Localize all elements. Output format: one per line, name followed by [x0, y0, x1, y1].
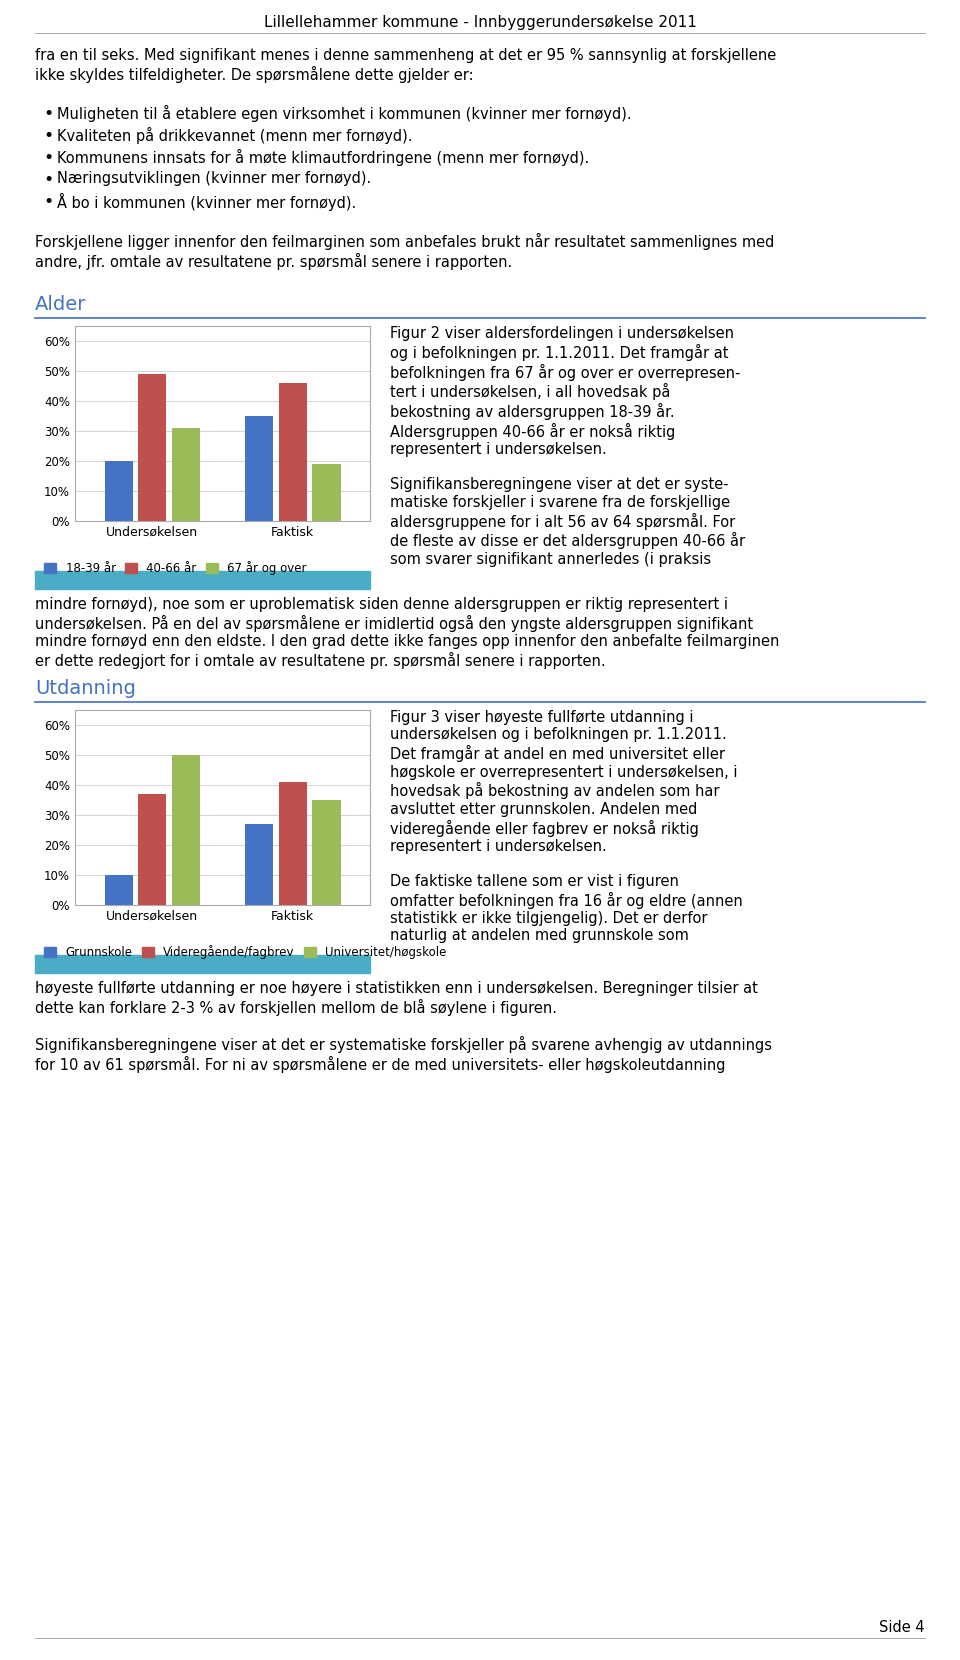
- Bar: [278, 782, 307, 905]
- Text: fra en til seks. Med signifikant menes i denne sammenheng at det er 95 % sannsyn: fra en til seks. Med signifikant menes i…: [35, 48, 777, 83]
- Bar: [105, 461, 132, 521]
- Bar: [245, 823, 273, 905]
- Text: •: •: [43, 149, 53, 168]
- Text: Figur 2. Aldersfordeling: Figur 2. Aldersfordeling: [41, 573, 199, 586]
- Text: Alder: Alder: [35, 295, 86, 314]
- Text: Kvaliteten på drikkevannet (menn mer fornøyd).: Kvaliteten på drikkevannet (menn mer for…: [57, 128, 413, 144]
- Bar: [105, 875, 132, 905]
- Text: •: •: [43, 128, 53, 144]
- Bar: [278, 383, 307, 521]
- Bar: [312, 465, 341, 521]
- Text: •: •: [43, 105, 53, 123]
- Bar: [172, 755, 200, 905]
- Bar: [35, 571, 370, 589]
- Text: Forskjellene ligger innenfor den feilmarginen som anbefales brukt når resultatet: Forskjellene ligger innenfor den feilmar…: [35, 232, 775, 271]
- Text: •: •: [43, 171, 53, 189]
- Text: høyeste fullførte utdanning er noe høyere i statistikken enn i undersøkelsen. Be: høyeste fullførte utdanning er noe høyer…: [35, 981, 772, 1072]
- Text: Muligheten til å etablere egen virksomhet i kommunen (kvinner mer fornøyd).: Muligheten til å etablere egen virksomhe…: [57, 105, 632, 123]
- Text: Å bo i kommunen (kvinner mer fornøyd).: Å bo i kommunen (kvinner mer fornøyd).: [57, 193, 356, 211]
- Legend: Grunnskole, Videregående/fagbrev, Universitet/høgskole: Grunnskole, Videregående/fagbrev, Univer…: [39, 940, 451, 963]
- Text: Figur 2 viser aldersfordelingen i undersøkelsen
og i befolkningen pr. 1.1.2011. : Figur 2 viser aldersfordelingen i unders…: [390, 325, 745, 566]
- Text: Figur 3 viser høyeste fullførte utdanning i
undersøkelsen og i befolkningen pr. : Figur 3 viser høyeste fullførte utdannin…: [390, 710, 743, 943]
- Bar: [172, 428, 200, 521]
- Text: Utdanning: Utdanning: [35, 679, 136, 697]
- Text: Lillellehammer kommune - Innbyggerundersøkelse 2011: Lillellehammer kommune - Innbyggerunders…: [264, 15, 696, 30]
- Legend: 18-39 år, 40-66 år, 67 år og over: 18-39 år, 40-66 år, 67 år og over: [39, 556, 312, 579]
- Text: Næringsutviklingen (kvinner mer fornøyd).: Næringsutviklingen (kvinner mer fornøyd)…: [57, 171, 372, 186]
- Text: Side 4: Side 4: [879, 1620, 925, 1635]
- Bar: [35, 954, 370, 973]
- Bar: [312, 800, 341, 905]
- Text: •: •: [43, 193, 53, 211]
- Bar: [245, 417, 273, 521]
- Text: Figur 3. Fordeling etter utdanning: Figur 3. Fordeling etter utdanning: [41, 958, 268, 969]
- Bar: [138, 374, 166, 521]
- Bar: [138, 793, 166, 905]
- Text: mindre fornøyd), noe som er uproblematisk siden denne aldersgruppen er riktig re: mindre fornøyd), noe som er uproblematis…: [35, 598, 780, 669]
- Text: Kommunens innsats for å møte klimautfordringene (menn mer fornøyd).: Kommunens innsats for å møte klimautford…: [57, 149, 589, 166]
